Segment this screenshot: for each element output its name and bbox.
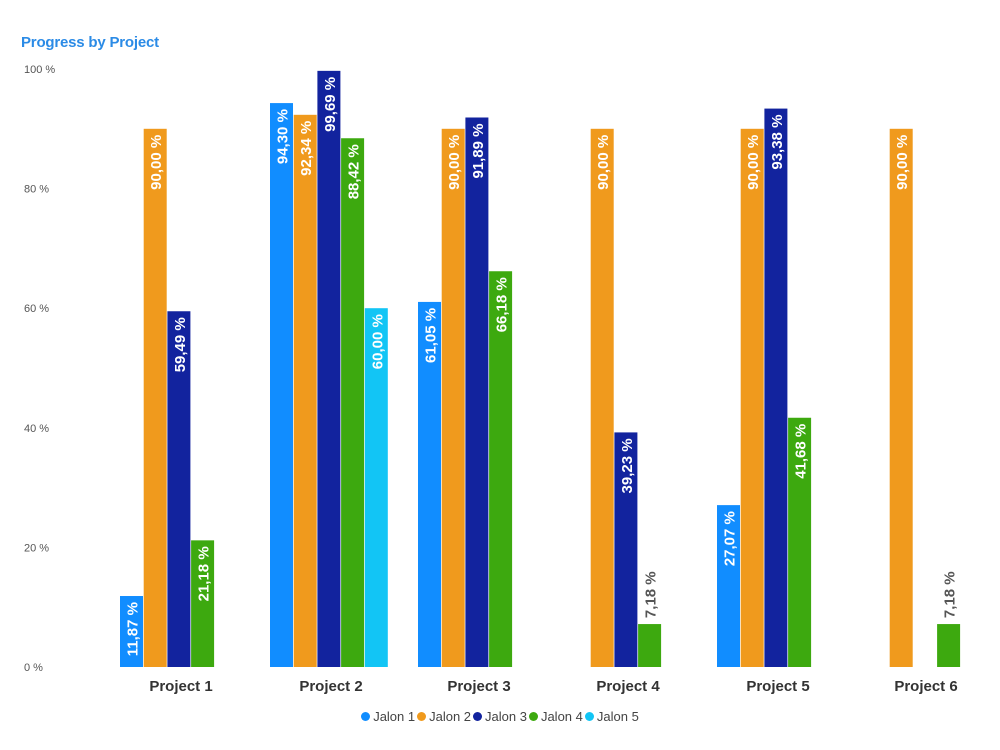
bar[interactable] xyxy=(418,301,441,667)
legend-marker-icon xyxy=(473,712,483,721)
legend-label: Jalon 3 xyxy=(485,709,527,724)
data-label: 90,00 % xyxy=(148,135,165,190)
bar[interactable] xyxy=(293,114,317,667)
y-tick-label: 80 % xyxy=(24,184,49,196)
chart-title: Progress by Project xyxy=(21,34,159,51)
data-label: 39,23 % xyxy=(619,438,636,493)
data-label: 93,38 % xyxy=(769,115,786,170)
legend-item[interactable]: Jalon 3 xyxy=(473,709,527,724)
y-tick-label: 20 % xyxy=(24,542,49,554)
legend-item[interactable]: Jalon 5 xyxy=(584,709,639,724)
bar[interactable] xyxy=(317,70,341,667)
x-category-label: Project 1 xyxy=(149,678,212,695)
data-label: 41,68 % xyxy=(793,424,810,479)
data-label: 7,18 % xyxy=(942,571,959,618)
bar[interactable] xyxy=(441,128,465,668)
bar[interactable] xyxy=(788,417,812,667)
data-label: 90,00 % xyxy=(446,135,463,190)
x-category-label: Project 5 xyxy=(746,678,809,695)
data-label: 90,00 % xyxy=(745,135,762,190)
legend-label: Jalon 1 xyxy=(373,709,416,724)
chart-legend: Jalon 1 Jalon 2 Jalon 3 Jalon 4 Jalon 5 xyxy=(0,709,1000,724)
data-label: 66,18 % xyxy=(494,277,511,332)
data-label: 11,87 % xyxy=(125,602,142,656)
bar[interactable] xyxy=(489,271,513,667)
data-label: 99,69 % xyxy=(322,77,339,132)
data-label: 91,89 % xyxy=(470,123,487,178)
x-category-label: Project 4 xyxy=(596,678,660,695)
bar[interactable] xyxy=(143,128,167,668)
data-label: 90,00 % xyxy=(894,135,911,190)
data-label: 88,42 % xyxy=(346,144,363,199)
bar[interactable] xyxy=(167,311,191,667)
y-tick-label: 0 % xyxy=(24,662,43,674)
data-label: 7,18 % xyxy=(643,571,660,618)
bar[interactable] xyxy=(614,432,638,667)
y-tick-label: 100 % xyxy=(24,64,55,76)
bar[interactable] xyxy=(937,624,961,667)
legend-marker-icon xyxy=(584,712,594,721)
data-label: 90,00 % xyxy=(595,135,612,190)
x-category-label: Project 2 xyxy=(299,678,362,695)
bar[interactable] xyxy=(764,108,788,668)
bar[interactable] xyxy=(638,624,662,667)
data-label: 94,30 % xyxy=(275,109,292,164)
legend-label: Jalon 5 xyxy=(596,709,639,724)
legend-marker-icon xyxy=(528,712,538,721)
data-label: 60,00 % xyxy=(369,314,386,369)
legend-item[interactable]: Jalon 4 xyxy=(528,709,583,724)
data-label: 27,07 % xyxy=(722,511,739,566)
bar[interactable] xyxy=(889,128,913,668)
bar[interactable] xyxy=(270,103,293,667)
bar[interactable] xyxy=(590,128,614,668)
legend-label: Jalon 2 xyxy=(429,709,472,724)
y-tick-label: 40 % xyxy=(24,423,49,435)
bar[interactable] xyxy=(364,308,388,667)
data-label: 92,34 % xyxy=(298,121,315,176)
bar[interactable] xyxy=(717,505,740,667)
data-label: 61,05 % xyxy=(423,308,440,363)
data-label: 59,49 % xyxy=(172,317,189,372)
bar[interactable] xyxy=(120,596,143,667)
bar[interactable] xyxy=(341,138,365,667)
x-category-label: Project 6 xyxy=(894,678,957,695)
x-category-label: Project 3 xyxy=(447,678,510,695)
bar[interactable] xyxy=(191,540,215,667)
bar[interactable] xyxy=(740,128,764,668)
bar[interactable] xyxy=(465,117,489,667)
legend-item[interactable]: Jalon 1 xyxy=(361,709,415,724)
legend-marker-icon xyxy=(417,712,427,721)
legend-marker-icon xyxy=(361,712,371,721)
y-tick-label: 60 % xyxy=(24,303,49,315)
legend-item[interactable]: Jalon 2 xyxy=(417,709,471,724)
data-label: 21,18 % xyxy=(196,546,213,601)
legend-label: Jalon 4 xyxy=(540,709,583,724)
